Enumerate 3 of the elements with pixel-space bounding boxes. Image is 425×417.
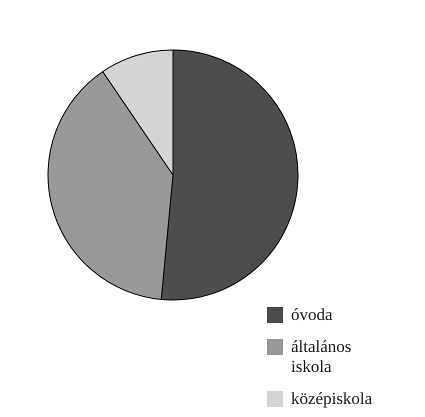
legend-label: általános iskola <box>291 337 352 377</box>
legend-label: óvoda <box>291 305 334 325</box>
legend-label: középiskola <box>291 389 374 409</box>
